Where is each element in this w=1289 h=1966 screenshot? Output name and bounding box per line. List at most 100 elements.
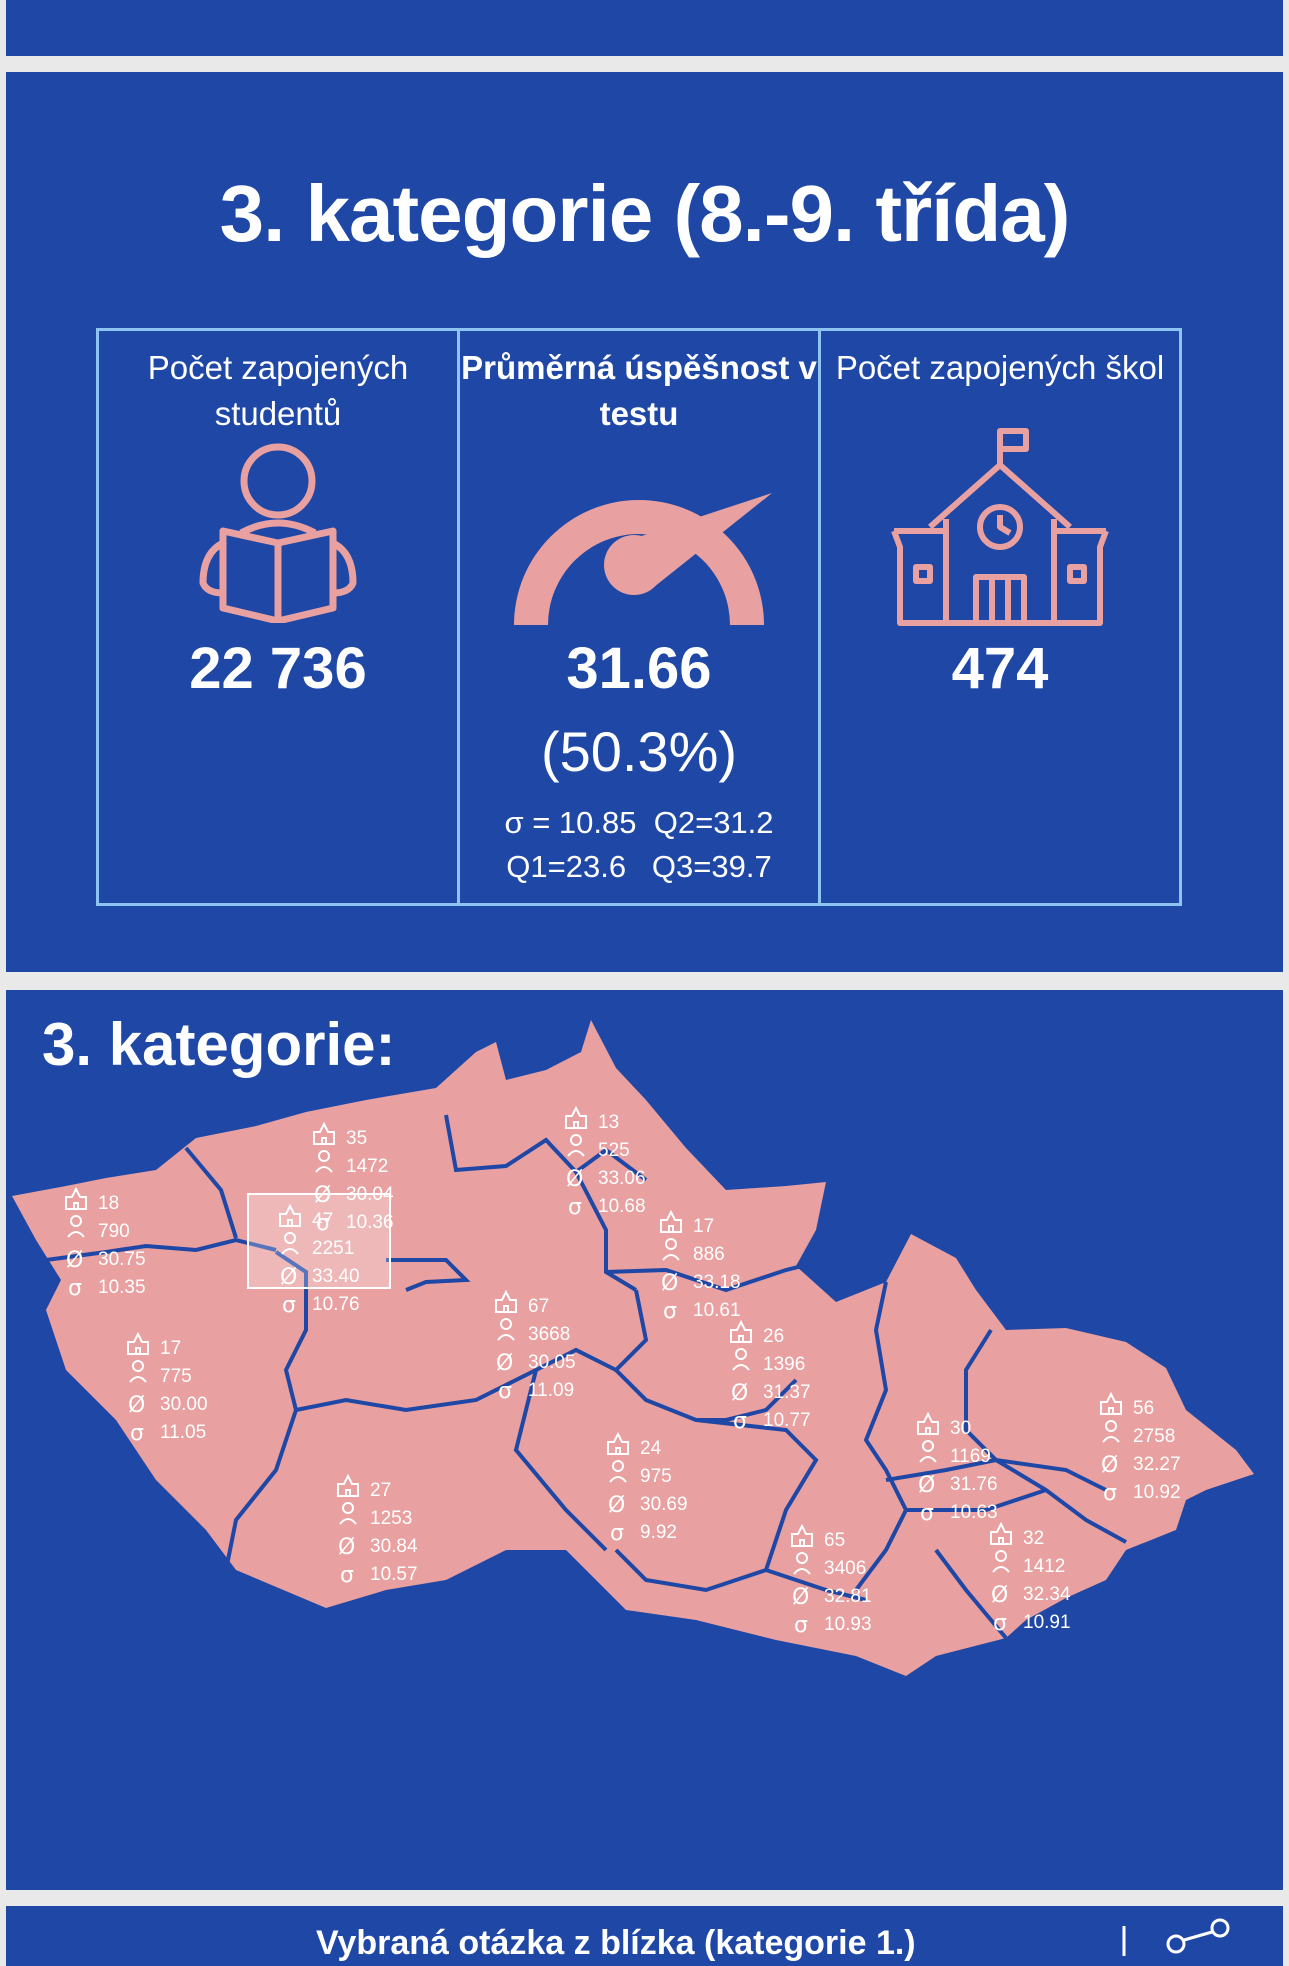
stat-schools-value: 474 [951,636,1049,701]
school-icon [565,1105,587,1129]
average-icon: Ø [338,1535,355,1560]
student-icon [67,1215,85,1238]
stat-score: Průměrná úspěšnost v testu 31.66 (50.3%)… [460,331,821,903]
sigma-icon: σ [920,1501,934,1526]
region-schools: 35 [346,1128,367,1149]
student-icon [129,1360,147,1383]
average-icon: Ø [66,1248,83,1273]
student-icon [281,1232,299,1255]
student-reading-icon [199,443,357,623]
average-icon: Ø [128,1393,145,1418]
school-icon [279,1203,301,1227]
school-icon [917,1411,939,1435]
region-avg: 33.18 [693,1272,741,1293]
region-label: Øσ 17 775 30.00 11.05 [127,1331,208,1446]
sigma-icon: σ [498,1379,512,1404]
region-schools: 30 [950,1418,971,1439]
school-icon [313,1121,335,1145]
region-schools: 56 [1133,1398,1154,1419]
region-avg: 30.05 [528,1352,576,1373]
student-icon [793,1552,811,1575]
region-sd: 11.05 [160,1422,206,1443]
student-icon [315,1150,333,1173]
sigma-icon: σ [316,1211,330,1236]
student-icon [339,1502,357,1525]
region-students: 886 [693,1244,725,1265]
region-avg: 31.37 [763,1382,811,1403]
region-avg: 30.00 [160,1394,208,1415]
stat-score-label: Průměrná úspěšnost v testu [461,349,817,432]
school-icon [127,1331,149,1355]
student-icon [609,1460,627,1483]
average-icon: Ø [731,1381,748,1406]
region-sd: 9.92 [640,1522,677,1543]
gauge-icon [514,493,772,625]
region-avg: 30.69 [640,1494,688,1515]
region-students: 1412 [1023,1556,1065,1577]
region-label: Øσ 17 886 33.18 10.61 [660,1209,741,1324]
student-icon [992,1550,1010,1573]
top-panel [6,0,1283,56]
region-students: 2758 [1133,1426,1175,1447]
region-schools: 26 [763,1326,784,1347]
region-schools: 32 [1023,1528,1044,1549]
region-schools: 17 [693,1216,714,1237]
map-panel: Øσ35147230.0410.36Øσ1352533.0610.68Øσ187… [6,990,1283,1890]
region-sd: 10.92 [1133,1482,1181,1503]
region-label: Øσ 56 2758 32.27 10.92 [1100,1391,1181,1506]
region-sd: 10.61 [693,1300,741,1321]
region-avg: 33.06 [598,1168,646,1189]
sigma-icon: σ [130,1421,144,1446]
region-students: 3668 [528,1324,570,1345]
country-shape [12,1020,1254,1676]
sigma-icon: σ [568,1195,582,1220]
student-icon [1102,1420,1120,1443]
region-students: 3406 [824,1558,866,1579]
region-students: 525 [598,1140,630,1161]
region-avg: 33.40 [312,1266,360,1287]
average-icon: Ø [792,1585,809,1610]
average-icon: Ø [314,1183,331,1208]
bottom-panel: Vybraná otázka z blízka (kategorie 1.) [6,1906,1283,1966]
stat-score-q1-q3: Q1=23.6 Q3=39.7 [506,849,772,884]
region-label: Øσ 32 1412 32.34 10.91 [990,1521,1071,1636]
region-schools: 17 [160,1338,181,1359]
region-students: 975 [640,1466,672,1487]
sigma-icon: σ [993,1611,1007,1636]
region-sd: 10.93 [824,1614,872,1635]
stat-schools: Počet zapojených škol 474 [821,331,1179,903]
region-students: 2251 [312,1238,354,1259]
stat-students: Počet zapojených studentů 22 736 [99,331,460,903]
average-icon: Ø [661,1271,678,1296]
stat-score-percent: (50.3%) [540,720,738,783]
school-icon [660,1209,682,1233]
region-label: Øσ 30 1169 31.76 10.63 [917,1411,998,1526]
region-schools: 47 [312,1210,333,1231]
region-schools: 27 [370,1480,391,1501]
region-students: 1472 [346,1156,388,1177]
student-icon [919,1440,937,1463]
region-schools: 67 [528,1296,549,1317]
sigma-icon: σ [794,1613,808,1638]
school-icon [495,1289,517,1313]
region-schools: 24 [640,1438,662,1459]
highlight-box [247,1193,391,1289]
region-sd: 10.77 [763,1410,811,1431]
school-icon [730,1319,752,1343]
region-label: Øσ 18 790 30.75 10.35 [65,1186,146,1301]
stats-panel: 3. kategorie (8.-9. třída) Počet zapojen… [6,72,1283,972]
region-avg: 31.76 [950,1474,998,1495]
region-label: Øσ 27 1253 30.84 10.57 [337,1473,418,1588]
region-label: Øσ 67 3668 30.05 11.09 [495,1289,576,1404]
region-avg: 32.27 [1133,1454,1181,1475]
region-sd: 10.68 [598,1196,646,1217]
average-icon: Ø [1101,1453,1118,1478]
school-icon [791,1523,813,1547]
student-icon [567,1134,585,1157]
bottom-title: Vybraná otázka z blízka (kategorie 1.) [316,1924,916,1962]
region-labels: Øσ35147230.0410.36Øσ1352533.0610.68Øσ187… [65,1105,1181,1638]
student-icon [497,1318,515,1341]
average-icon: Ø [280,1265,297,1290]
sigma-icon: σ [340,1563,354,1588]
